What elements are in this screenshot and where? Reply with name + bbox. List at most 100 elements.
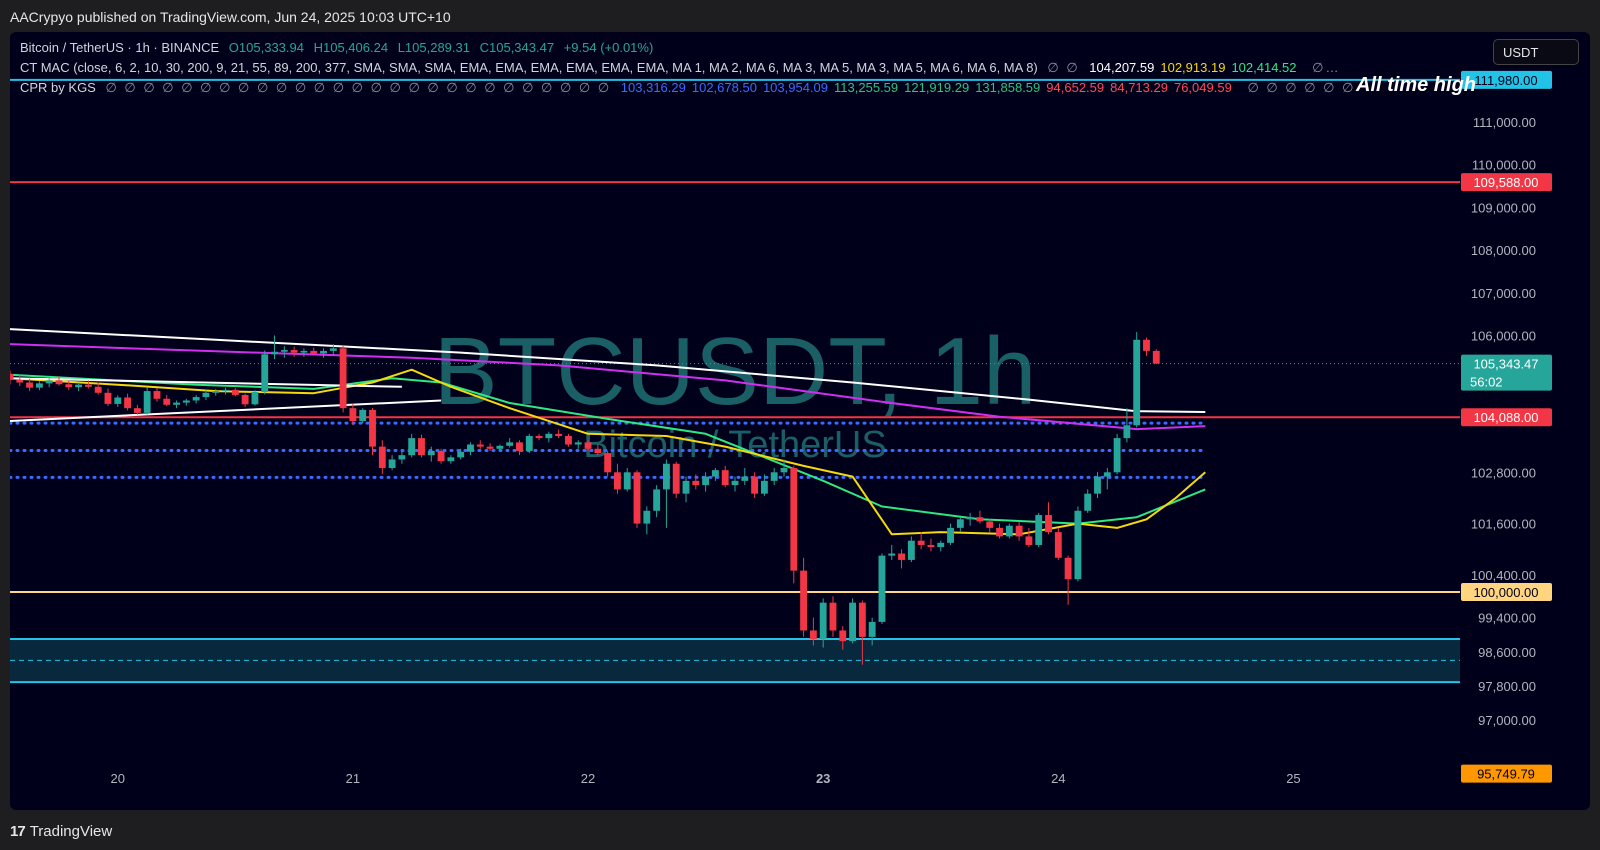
support-zone	[10, 638, 1460, 684]
candle-body	[1015, 525, 1023, 537]
legend-ct-mac-name[interactable]: CT MAC (close, 6, 2, 10, 30, 200, 9, 21,…	[20, 60, 1038, 75]
candle-body	[760, 480, 768, 494]
ma-line	[10, 399, 442, 422]
candle-body	[496, 445, 504, 449]
y-tick-label: 106,000.00	[1471, 329, 1536, 344]
candle-body	[408, 438, 416, 456]
legend-cpr-name[interactable]: CPR by KGS	[20, 80, 96, 95]
cpr-value: 94,652.59	[1046, 80, 1105, 95]
candle-body	[114, 397, 122, 404]
chart-panel[interactable]: BTCUSDT, 1h Bitcoin / TetherUS 111,000.0…	[10, 32, 1590, 810]
ma-line	[10, 368, 1206, 536]
candle-body	[290, 350, 298, 353]
candle-body	[55, 380, 63, 385]
legend-symbol[interactable]: Bitcoin / TetherUS · 1h · BINANCE	[20, 40, 220, 55]
candle-body	[898, 553, 905, 560]
y-tick-label: 101,600.00	[1471, 517, 1536, 532]
candle-body	[418, 438, 425, 456]
candle-body	[858, 602, 866, 637]
all-time-high-annotation: All time high	[1356, 74, 1476, 96]
moving-averages	[10, 328, 1206, 536]
y-tick-label: 110,000.00	[1472, 158, 1536, 173]
candle-body	[124, 397, 131, 409]
candle-body	[310, 350, 318, 354]
cpr-value: 102,678.50	[691, 80, 757, 95]
legend-ct-mac-zeros: ∅ ∅	[1047, 60, 1080, 75]
candle-body	[1152, 350, 1160, 364]
candle-body	[917, 540, 925, 545]
legend-cpr-line[interactable]: CPR by KGS ∅ ∅ ∅ ∅ ∅ ∅ ∅ ∅ ∅ ∅ ∅ ∅ ∅ ∅ ∅…	[20, 80, 1361, 96]
candle-body	[584, 442, 592, 449]
candle-body	[369, 409, 376, 447]
x-tick-label: 25	[1286, 771, 1300, 786]
candle-body	[75, 384, 83, 388]
candle-body	[280, 350, 288, 352]
candle-body	[662, 463, 670, 490]
legend-ct-mac-line[interactable]: CT MAC (close, 6, 2, 10, 30, 200, 9, 21,…	[20, 60, 1346, 76]
candle-body	[35, 383, 43, 388]
candle-body	[486, 446, 494, 449]
current-price-tag-countdown: 56:02	[1470, 375, 1503, 390]
candle-body	[202, 392, 210, 398]
candle-body	[10, 373, 14, 380]
x-tick-label: 24	[1051, 771, 1065, 786]
chart-canvas[interactable]: BTCUSDT, 1h Bitcoin / TetherUS 111,000.0…	[10, 32, 1590, 810]
candle-body	[1113, 438, 1121, 473]
level-tag-text: 104,088.00	[1473, 410, 1538, 425]
legend-cpr-tail: ∅ ∅ ∅ ∅ ∅ ∅	[1247, 80, 1356, 95]
candle-body	[173, 402, 180, 405]
ma-line	[10, 328, 1206, 413]
candle-body	[947, 527, 954, 543]
candle-body	[1054, 532, 1062, 558]
candle-body	[251, 391, 259, 405]
price-tags: 111,980.00 109,588.00 104,088.00 100,000.00…	[1461, 70, 1552, 783]
candle-body	[1064, 557, 1072, 580]
legend-symbol-line[interactable]: Bitcoin / TetherUS · 1h · BINANCE O105,3…	[20, 40, 659, 55]
tradingview-logo-icon: 17	[10, 823, 26, 840]
level-tag-text: 100,000.00	[1473, 585, 1538, 600]
y-tick-label: 100,400.00	[1471, 568, 1536, 583]
candle-body	[65, 384, 73, 388]
candle-body	[84, 384, 92, 387]
candle-body	[26, 382, 34, 388]
candle-body	[16, 379, 24, 383]
candle-body	[594, 448, 602, 454]
candle-body	[467, 444, 474, 452]
candle-body	[300, 350, 308, 353]
candle-body	[261, 354, 269, 392]
candle-body	[506, 442, 514, 446]
candle-body	[702, 476, 710, 486]
low-price-tag-bg	[1461, 764, 1552, 783]
candle-body	[231, 389, 239, 395]
currency-selector[interactable]: USDT	[1493, 39, 1579, 65]
candle-body	[888, 553, 896, 556]
cpr-value: 76,049.59	[1173, 80, 1232, 95]
y-tick-label: 98,600.00	[1478, 645, 1536, 660]
price-axis: 111,000.00 110,000.00 109,000.00 108,000.00…	[1471, 115, 1536, 728]
candle-body	[614, 472, 621, 490]
candles	[10, 332, 1160, 665]
candle-body	[653, 489, 661, 511]
y-tick-label: 99,400.00	[1478, 611, 1536, 626]
candle-body	[966, 517, 974, 520]
cpr-value: 103,954.09	[762, 80, 829, 95]
low-price-tag-text: 95,749.79	[1477, 767, 1535, 782]
ct-mac-value: 102,913.19	[1160, 60, 1226, 75]
legend-cpr-zeros: ∅ ∅ ∅ ∅ ∅ ∅ ∅ ∅ ∅ ∅ ∅ ∅ ∅ ∅ ∅ ∅ ∅ ∅ ∅ ∅ …	[105, 80, 612, 95]
candle-body	[457, 451, 465, 458]
candle-body	[153, 391, 161, 399]
candle-body	[800, 570, 808, 631]
candle-body	[819, 602, 827, 640]
candle-body	[565, 435, 572, 445]
candle-body	[516, 442, 523, 451]
tradingview-logo[interactable]: 17 TradingView	[10, 823, 112, 840]
candle-body	[143, 391, 151, 413]
candle-body	[956, 519, 964, 528]
level-tag-bg	[1461, 408, 1552, 427]
ct-mac-value: 102,414.52	[1231, 60, 1297, 75]
candle-body	[437, 450, 445, 462]
legend-low: L105,289.31	[397, 40, 470, 55]
ma-line	[10, 377, 402, 388]
candle-body	[1143, 339, 1150, 351]
legend-cpr-values: 103,316.29 102,678.50 103,954.09 113,255.59…	[621, 80, 1238, 95]
